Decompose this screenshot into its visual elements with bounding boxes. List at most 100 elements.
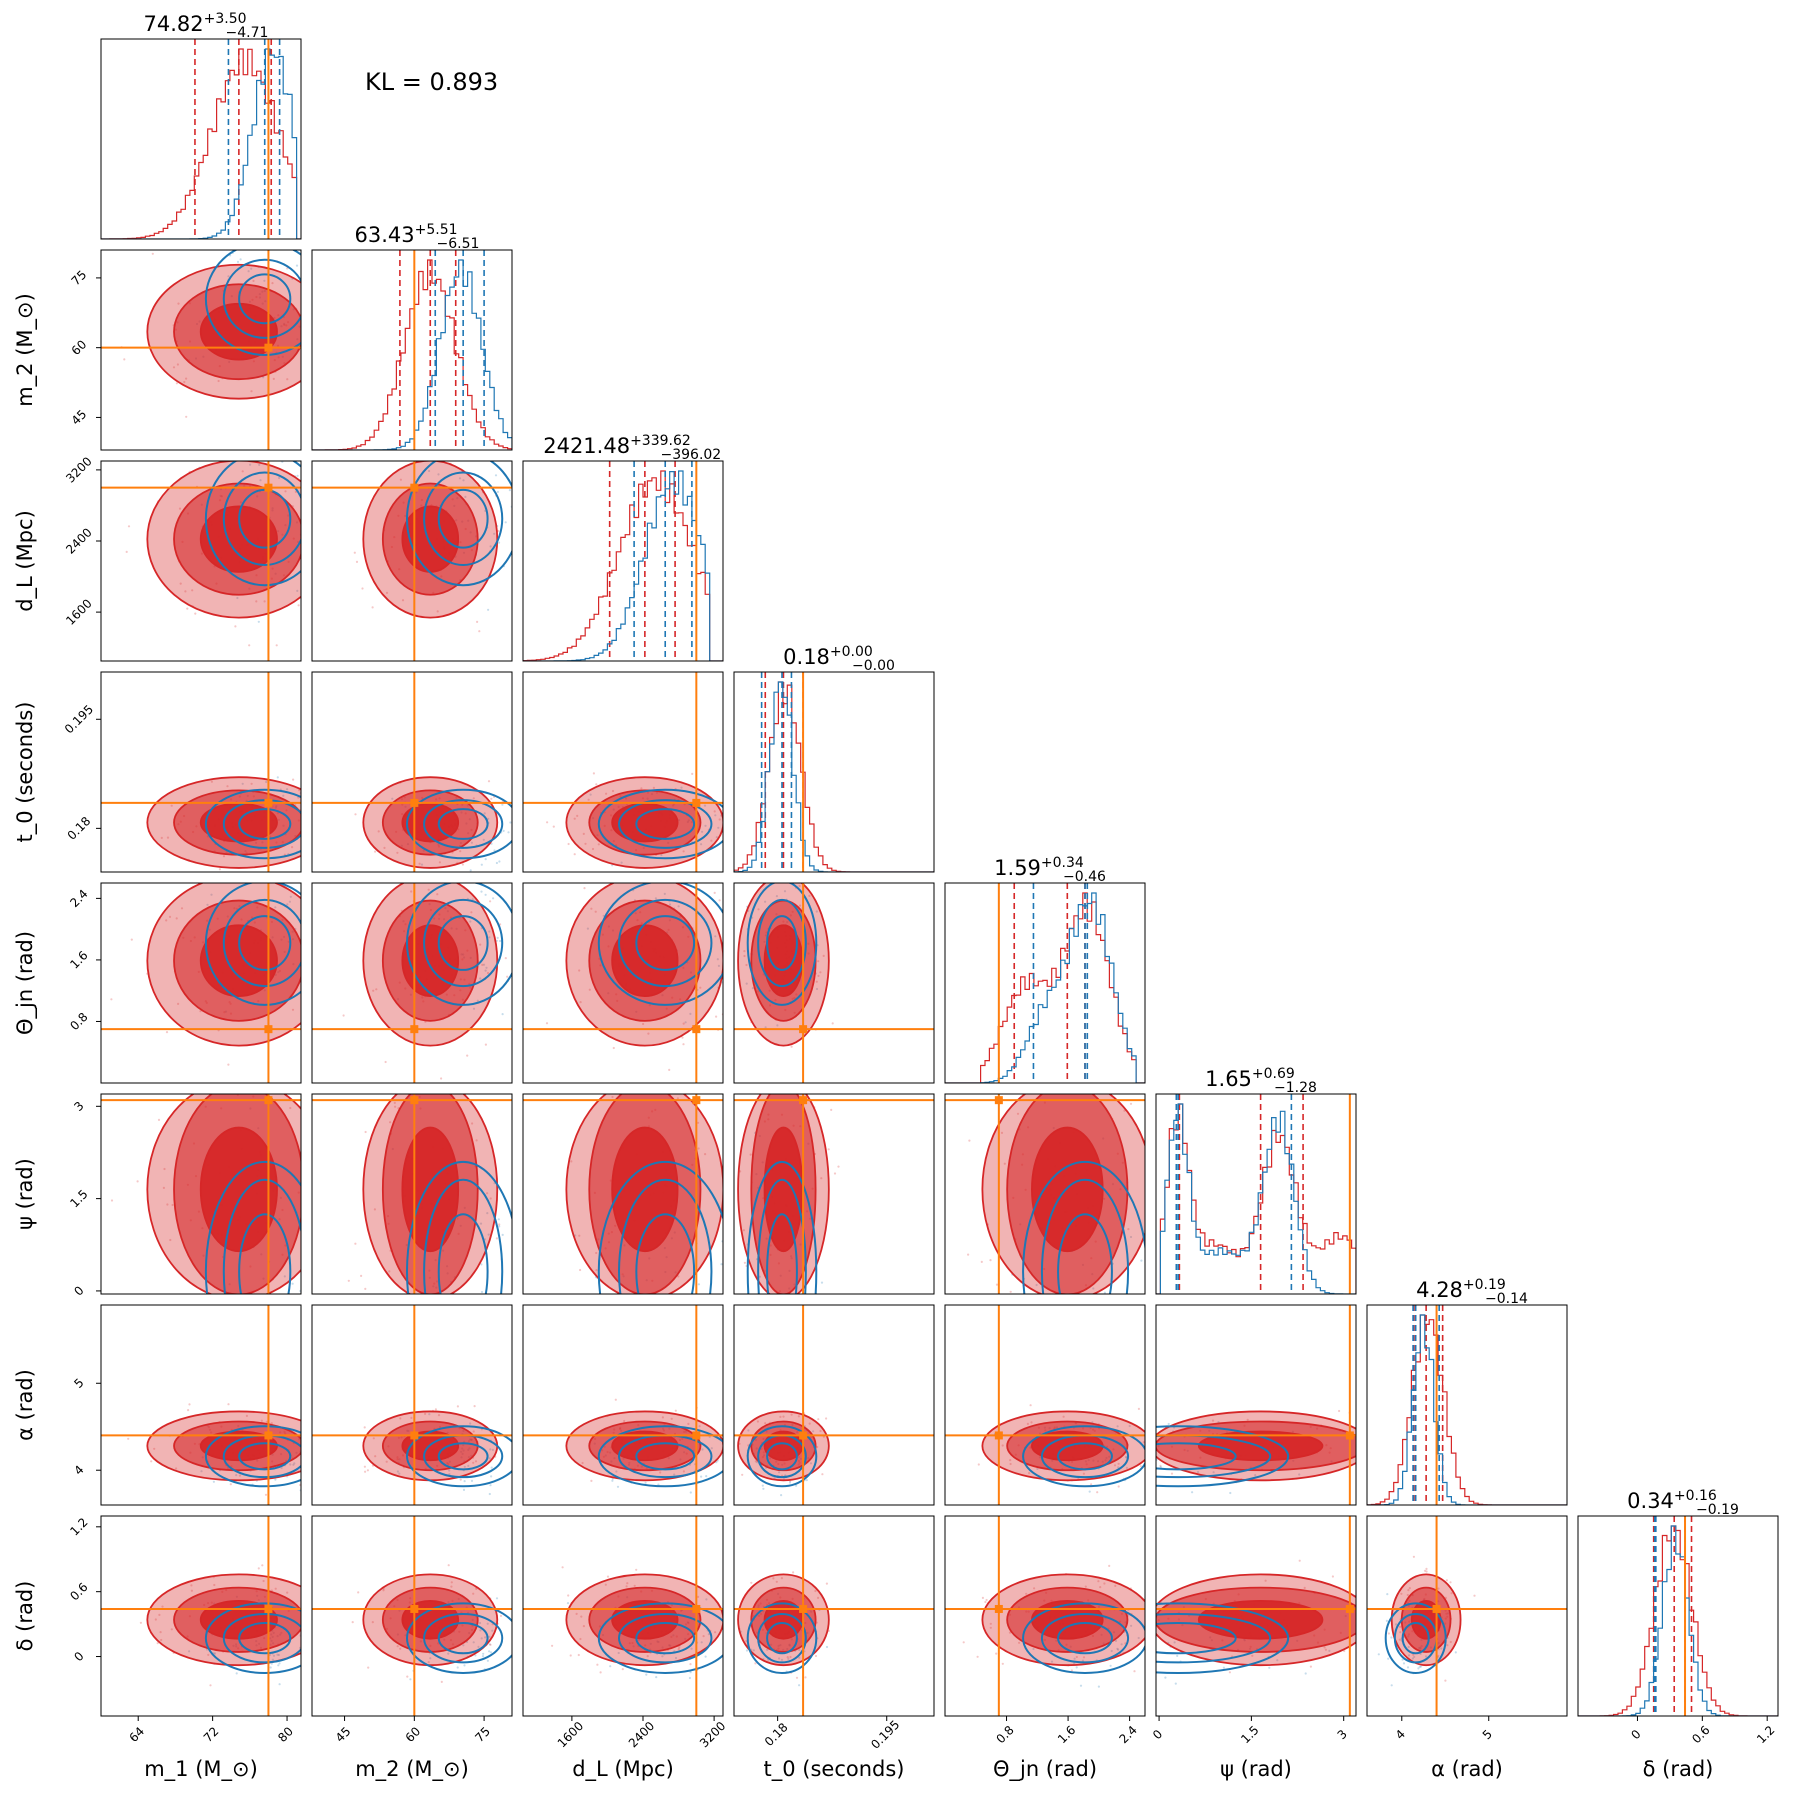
x-tick-label-alpha-1: 5	[1480, 1727, 1495, 1742]
sample-point	[448, 1473, 451, 1476]
sample-point	[496, 936, 499, 940]
contour-blue-level-1	[222, 1612, 301, 1664]
sample-point	[351, 1621, 354, 1624]
panel-frame	[522, 460, 724, 662]
sample-point	[271, 1658, 274, 1661]
sample-point	[473, 1405, 476, 1408]
contour-blue-level-0	[1156, 1602, 1290, 1674]
contour-blue-level-1	[423, 471, 504, 566]
sample-point	[1097, 1580, 1100, 1583]
contour-blue-level-0	[1384, 1602, 1447, 1674]
sample-point	[1116, 1647, 1119, 1650]
sample-point	[1003, 1162, 1006, 1165]
panel-frame	[100, 249, 302, 451]
sample-point	[1406, 1666, 1410, 1669]
contour-blue-level-0	[597, 788, 723, 860]
sample-point	[360, 1274, 363, 1277]
panel-frame	[100, 38, 302, 240]
sample-point	[278, 476, 281, 480]
y-tick-label-psi-0: 0	[71, 1283, 86, 1298]
contour-blue-level-1	[757, 898, 807, 988]
sample-point	[374, 1455, 377, 1458]
sample-point	[371, 606, 374, 609]
panel-frame	[522, 671, 724, 873]
sample-point	[482, 963, 486, 966]
sample-point	[1407, 1589, 1410, 1592]
sample-point	[286, 1591, 289, 1594]
sample-point	[191, 589, 194, 592]
contour-blue-level-2	[1057, 1213, 1113, 1294]
sample-point	[501, 1013, 504, 1016]
sample-point	[1114, 1639, 1118, 1642]
sample-point	[261, 1564, 264, 1567]
x-tick-label-delta-1: 0.6	[1689, 1723, 1712, 1746]
sample-point	[798, 1648, 801, 1652]
sample-point	[635, 1568, 638, 1571]
kl-annotation: KL = 0.893	[365, 68, 498, 96]
sample-point	[743, 950, 746, 953]
sample-point	[640, 787, 643, 790]
sample-point	[501, 803, 504, 806]
sample-point	[508, 489, 511, 492]
sample-point	[790, 1045, 793, 1048]
sample-point	[136, 1180, 139, 1183]
sample-point	[385, 1460, 388, 1463]
sample-point	[278, 1683, 281, 1686]
sample-point	[780, 1658, 784, 1661]
sample-point	[479, 977, 482, 980]
panel-frame	[1366, 1515, 1568, 1717]
sample-point	[185, 415, 188, 418]
sample-point	[579, 1637, 582, 1641]
panel-frame	[944, 882, 1146, 1084]
contour-red-level-2	[199, 505, 278, 573]
y-axis-label-t0: t_0 (seconds)	[13, 702, 38, 843]
sample-point	[213, 1652, 217, 1655]
sample-point	[489, 900, 492, 903]
sample-point	[159, 1631, 162, 1634]
sample-point	[194, 612, 197, 615]
contour-blue-level-0	[746, 1425, 818, 1488]
sample-point	[1164, 1676, 1167, 1679]
sample-point	[363, 1465, 366, 1468]
contour-blue-level-2	[238, 273, 292, 325]
sample-point	[398, 1472, 401, 1475]
sample-point	[209, 1684, 212, 1687]
sample-point	[156, 1642, 159, 1645]
truth-marker	[1345, 1604, 1354, 1613]
sample-point	[1386, 1593, 1389, 1596]
contour-blue-level-2	[437, 1442, 489, 1471]
sample-point	[788, 1481, 792, 1484]
sample-point	[789, 1655, 792, 1659]
sample-point	[1196, 1470, 1200, 1474]
sample-point	[814, 1654, 818, 1658]
sample-point	[584, 842, 587, 845]
x-tick-label-m1-1: 72	[201, 1724, 222, 1745]
sample-point	[1073, 1657, 1076, 1660]
sample-point	[698, 1425, 701, 1428]
x-tick-label-t0-0: 0.18	[762, 1720, 791, 1749]
sample-point	[207, 1653, 210, 1656]
sample-point	[1174, 1682, 1177, 1685]
sample-point	[1446, 1644, 1449, 1647]
sample-point	[1437, 1654, 1440, 1657]
y-tick-label-delta-2: 1.2	[67, 1515, 90, 1538]
sample-point	[235, 1474, 238, 1477]
sample-point	[605, 792, 608, 795]
sample-point	[277, 1653, 280, 1657]
y-axis-label-m2: m_2 (M_⊙)	[13, 293, 38, 407]
sample-point	[241, 470, 244, 473]
sample-point	[364, 1287, 367, 1290]
sample-point	[479, 943, 482, 946]
truth-marker	[799, 1431, 808, 1440]
sample-point	[489, 1484, 492, 1487]
sample-point	[1097, 1685, 1100, 1688]
sample-point	[676, 1097, 680, 1100]
sample-point	[427, 888, 430, 891]
sample-point	[1103, 1582, 1106, 1585]
sample-point	[291, 1008, 295, 1011]
sample-point	[289, 1463, 292, 1466]
sample-point	[479, 1222, 483, 1225]
sample-point	[464, 495, 467, 498]
sample-point	[798, 884, 801, 888]
